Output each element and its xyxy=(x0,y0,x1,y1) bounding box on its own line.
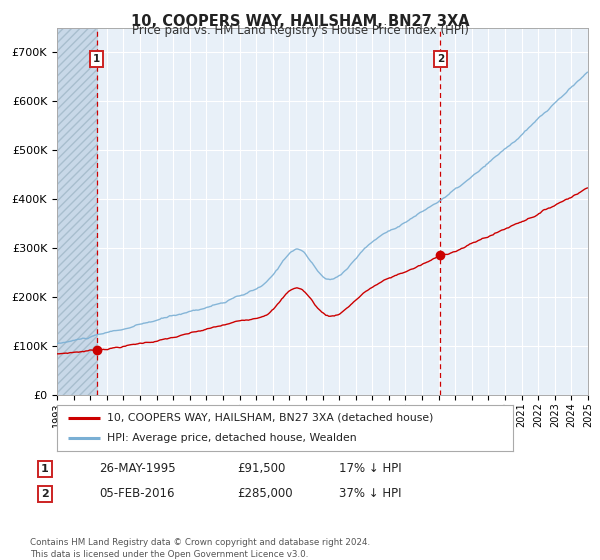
Text: 2: 2 xyxy=(41,489,49,499)
Text: £285,000: £285,000 xyxy=(237,487,293,501)
Text: 10, COOPERS WAY, HAILSHAM, BN27 3XA (detached house): 10, COOPERS WAY, HAILSHAM, BN27 3XA (det… xyxy=(107,413,434,423)
Text: 05-FEB-2016: 05-FEB-2016 xyxy=(99,487,175,501)
Text: 10, COOPERS WAY, HAILSHAM, BN27 3XA: 10, COOPERS WAY, HAILSHAM, BN27 3XA xyxy=(131,14,469,29)
Text: £91,500: £91,500 xyxy=(237,462,286,475)
Text: 37% ↓ HPI: 37% ↓ HPI xyxy=(339,487,401,501)
Text: 26-MAY-1995: 26-MAY-1995 xyxy=(99,462,176,475)
Text: 1: 1 xyxy=(93,54,100,64)
Text: Price paid vs. HM Land Registry's House Price Index (HPI): Price paid vs. HM Land Registry's House … xyxy=(131,24,469,37)
Bar xyxy=(57,28,97,395)
Bar xyxy=(57,28,97,395)
Text: HPI: Average price, detached house, Wealden: HPI: Average price, detached house, Weal… xyxy=(107,433,357,443)
Text: 2: 2 xyxy=(437,54,444,64)
Text: 1: 1 xyxy=(41,464,49,474)
Text: 17% ↓ HPI: 17% ↓ HPI xyxy=(339,462,401,475)
Text: Contains HM Land Registry data © Crown copyright and database right 2024.
This d: Contains HM Land Registry data © Crown c… xyxy=(30,538,370,559)
